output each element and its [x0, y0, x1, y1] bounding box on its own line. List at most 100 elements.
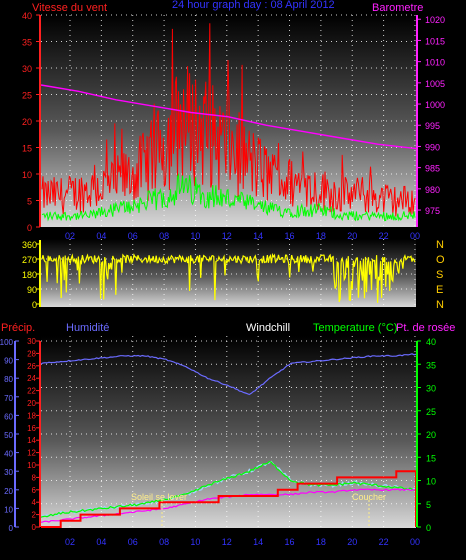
pressure-tick-label: 1010 — [425, 58, 445, 68]
humidity-tick-label: 100 — [0, 338, 14, 347]
temp-x-tick-label: 02 — [65, 537, 75, 547]
compass-s: S — [436, 269, 443, 281]
pressure-tick-label: 1005 — [425, 79, 445, 89]
precip-tick-label: 0 — [32, 523, 37, 532]
pressure-tick-label: 995 — [425, 121, 440, 131]
wind-x-tick-label: 08 — [159, 231, 169, 241]
compass-n-top: N — [436, 239, 444, 251]
dir-tick-label: 360 — [22, 240, 37, 250]
wind-x-tick-label: 20 — [347, 231, 357, 241]
humidity-tick-label: 20 — [4, 487, 13, 496]
precip-tick-label: 6 — [32, 486, 37, 495]
pressure-tick-label: 980 — [425, 185, 440, 195]
wind-tick-label: 30 — [22, 64, 32, 74]
humidity-tick-label: 40 — [4, 450, 13, 459]
temp-x-tick-label: 22 — [379, 537, 389, 547]
wind-tick-label: 40 — [22, 11, 32, 21]
compass-e: E — [436, 284, 443, 296]
humidity-series — [40, 353, 417, 396]
wind-x-tick-label: 06 — [128, 231, 138, 241]
precip-tick-label: 10 — [27, 461, 36, 470]
precip-tick-label: 28 — [27, 349, 36, 358]
precip-tick-label: 22 — [27, 387, 36, 396]
temp-x-tick-label: 18 — [316, 537, 326, 547]
wind-x-tick-label: 18 — [316, 231, 326, 241]
precip-tick-label: 26 — [27, 362, 36, 371]
temp-tick-label: 40 — [426, 337, 436, 347]
temperature-label: Temperature (°C) — [313, 322, 397, 334]
pressure-tick-label: 985 — [425, 164, 440, 174]
temp-tick-label: 5 — [426, 500, 431, 510]
humidity-label: Humidité — [66, 322, 109, 334]
temp-x-tick-label: 20 — [347, 537, 357, 547]
dir-tick-label: 270 — [22, 255, 37, 265]
temp-x-tick-label: 10 — [190, 537, 200, 547]
wind-direction-series — [41, 252, 416, 303]
temp-tick-label: 30 — [426, 384, 436, 394]
wind-x-tick-label: 14 — [253, 231, 263, 241]
temp-tick-label: 10 — [426, 477, 436, 487]
temp-tick-label: 15 — [426, 453, 436, 463]
wind-x-tick-label: 22 — [379, 231, 389, 241]
precip-tick-label: 16 — [27, 424, 36, 433]
sunrise-label: Soleil se lever — [131, 492, 187, 502]
graph-title: 24 hour graph day : 08 April 2012 — [172, 0, 335, 11]
compass-n-bottom: N — [436, 299, 444, 311]
wind-speed-label: Vitesse du vent — [32, 2, 107, 14]
temp-x-tick-label: 08 — [159, 537, 169, 547]
humidity-tick-label: 50 — [4, 431, 13, 440]
temp-tick-label: 20 — [426, 430, 436, 440]
precip-tick-label: 18 — [27, 411, 36, 420]
humidity-tick-label: 10 — [4, 505, 13, 514]
plot-layer — [40, 23, 417, 528]
wind-x-tick-label: 12 — [222, 231, 232, 241]
temp-x-tick-label: 00 — [410, 537, 420, 547]
temperature-series — [40, 461, 417, 518]
precip-label: Précip. — [1, 322, 35, 334]
wind-low-series — [41, 172, 416, 222]
dir-tick-label: 90 — [27, 285, 37, 295]
wind-tick-label: 5 — [27, 197, 32, 207]
precip-tick-label: 2 — [32, 511, 37, 520]
temp-x-tick-label: 16 — [285, 537, 295, 547]
temp-tick-label: 35 — [426, 360, 436, 370]
wind-speed-series — [41, 23, 416, 217]
humidity-tick-label: 60 — [4, 412, 13, 421]
temp-x-tick-label: 04 — [96, 537, 106, 547]
pressure-tick-label: 975 — [425, 206, 440, 216]
humidity-tick-label: 30 — [4, 468, 13, 477]
dir-tick-label: 180 — [22, 270, 37, 280]
precip-tick-label: 24 — [27, 374, 36, 383]
wind-tick-label: 25 — [22, 91, 32, 101]
temp-x-tick-label: 14 — [253, 537, 263, 547]
wind-x-tick-label: 16 — [285, 231, 295, 241]
windchill-label: Windchill — [246, 322, 290, 334]
humidity-tick-label: 80 — [4, 375, 13, 384]
wind-x-tick-label: 04 — [96, 231, 106, 241]
precip-tick-label: 20 — [27, 399, 36, 408]
wind-tick-label: 0 — [27, 223, 32, 233]
wind-x-tick-label: 00 — [410, 231, 420, 241]
wind-tick-label: 35 — [22, 38, 32, 48]
axis-layer: 0510152025303540975980985990995100010051… — [0, 11, 445, 547]
rain-series — [41, 470, 417, 528]
pressure-tick-label: 1000 — [425, 100, 445, 110]
wind-tick-label: 15 — [22, 144, 32, 154]
humidity-tick-label: 90 — [4, 357, 13, 366]
precip-tick-label: 14 — [27, 436, 36, 445]
wind-x-tick-label: 02 — [65, 231, 75, 241]
dir-tick-label: 0 — [32, 300, 37, 310]
precip-tick-label: 30 — [27, 337, 36, 346]
precip-tick-label: 8 — [32, 473, 37, 482]
wind-x-tick-label: 10 — [190, 231, 200, 241]
precip-tick-label: 4 — [32, 498, 37, 507]
temp-x-tick-label: 06 — [128, 537, 138, 547]
temp-tick-label: 25 — [426, 407, 436, 417]
wind-tick-label: 20 — [22, 117, 32, 127]
precip-tick-label: 12 — [27, 449, 36, 458]
pressure-series — [40, 84, 417, 150]
barometer-label: Barometre — [372, 2, 423, 14]
wind-tick-label: 10 — [22, 170, 32, 180]
